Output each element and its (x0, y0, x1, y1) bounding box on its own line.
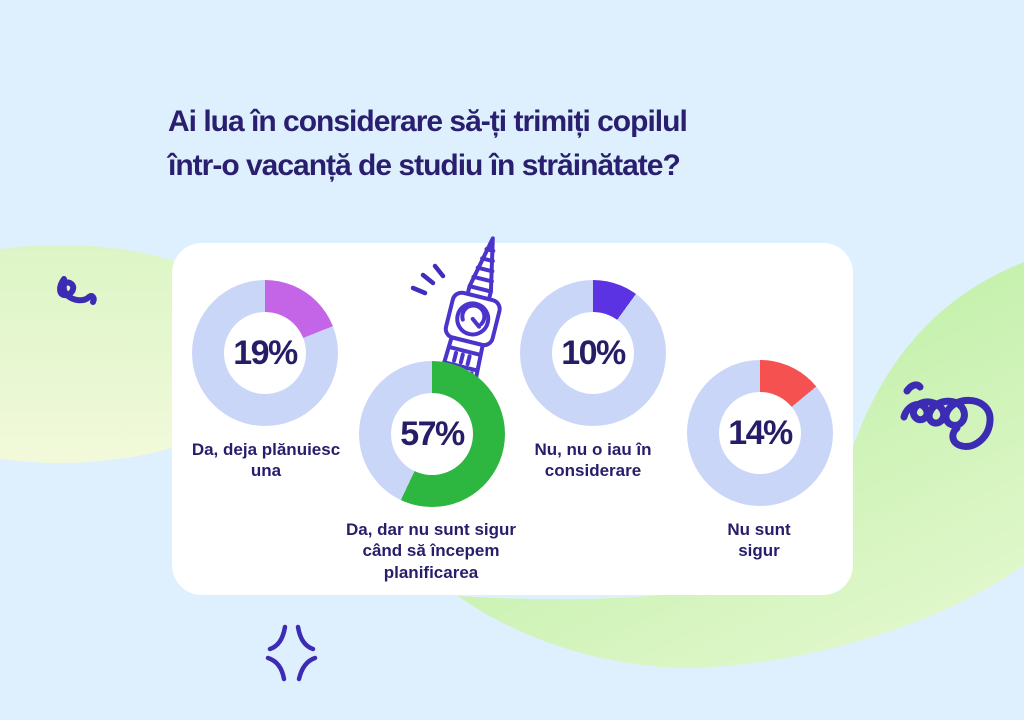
donut-chart-1-hole: 19% (224, 312, 306, 394)
donut-chart-3-label: Nu, nu o iau în considerare (534, 440, 652, 481)
page-title: Ai lua în considerare să-ți trimiți copi… (168, 100, 888, 188)
page-title-line2: într-o vacanță de studiu în străinătate? (168, 149, 681, 182)
donut-chart-4: 14% (687, 360, 833, 506)
left-squiggle-icon (57, 276, 97, 305)
donut-chart-4-label: Nu sunt sigur (727, 520, 791, 561)
donut-chart-3-value: 10% (561, 333, 626, 372)
right-squiggle-icon (900, 381, 994, 450)
sparkle-icon (265, 624, 318, 682)
donut-chart-2-value: 57% (400, 414, 465, 453)
donut-chart-2-label: Da, dar nu sunt sigur când să începem pl… (345, 520, 517, 582)
donut-chart-4-value: 14% (728, 413, 793, 452)
donut-chart-3: 10% (520, 280, 666, 426)
donut-chart-4-hole: 14% (719, 392, 801, 474)
donut-chart-2-hole: 57% (391, 393, 473, 475)
page-title-line1: Ai lua în considerare să-ți trimiți copi… (168, 105, 688, 138)
donut-chart-1-label: Da, deja plănuiesc una (191, 440, 341, 481)
donut-chart-1-value: 19% (233, 333, 298, 372)
donut-chart-1: 19% (192, 280, 338, 426)
donut-chart-2: 57% (359, 361, 505, 507)
donut-chart-3-hole: 10% (552, 312, 634, 394)
